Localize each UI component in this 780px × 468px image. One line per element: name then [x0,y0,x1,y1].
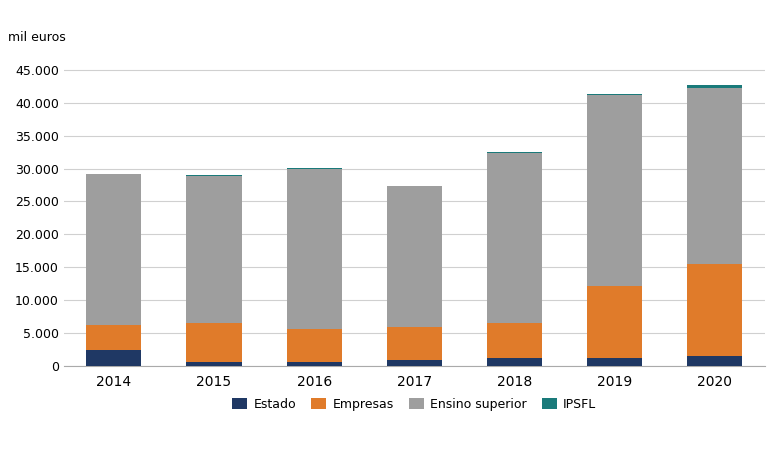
Legend: Estado, Empresas, Ensino superior, IPSFL: Estado, Empresas, Ensino superior, IPSFL [228,393,601,416]
Bar [587,286,642,358]
Bar [87,351,141,366]
Bar [186,176,242,323]
Bar [186,362,242,366]
Bar [487,358,542,366]
Bar [687,264,743,357]
Bar [286,362,342,366]
Bar [286,329,342,362]
Bar [487,153,542,323]
Bar [87,175,141,325]
Bar [186,323,242,362]
Bar [587,95,642,286]
Bar [186,175,242,176]
Bar [487,152,542,153]
Bar [387,360,442,366]
Text: mil euros: mil euros [8,31,66,44]
Bar [387,328,442,360]
Bar [87,325,141,351]
Bar [87,174,141,175]
Bar [687,85,743,88]
Bar [687,88,743,264]
Bar [587,94,642,95]
Bar [487,323,542,358]
Bar [387,186,442,328]
Bar [286,168,342,329]
Bar [587,358,642,366]
Bar [687,357,743,366]
